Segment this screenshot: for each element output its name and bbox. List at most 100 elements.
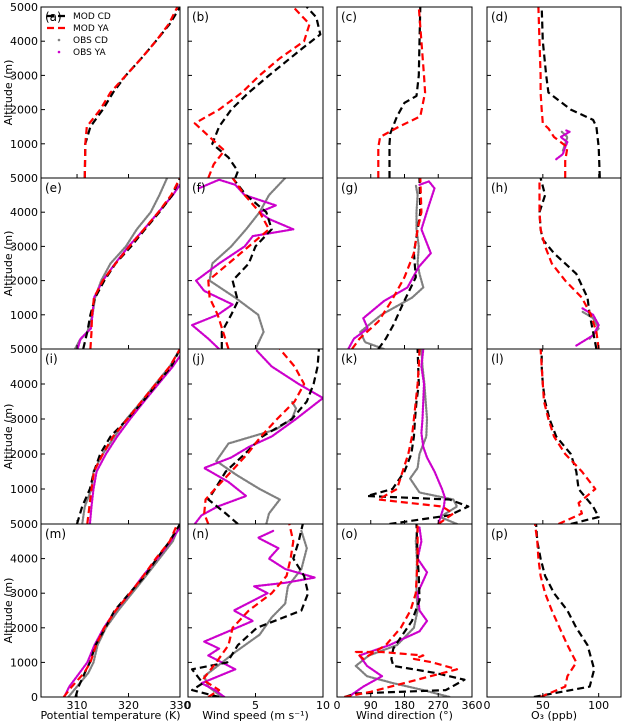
panel-frame bbox=[40, 523, 181, 698]
y-tick-label: 4000 bbox=[10, 206, 38, 219]
y-tick-label: 5000 bbox=[10, 343, 38, 356]
series-group bbox=[191, 178, 295, 349]
x-tick-label: 0 bbox=[334, 699, 341, 712]
series-mod-ya-line bbox=[351, 178, 423, 349]
x-tick-label: 5 bbox=[252, 699, 259, 712]
series-mod-ya-line bbox=[377, 7, 427, 178]
series-obs-ya-line bbox=[555, 129, 571, 161]
series-group bbox=[83, 7, 180, 178]
series-group bbox=[344, 524, 466, 697]
y-tick-label: 2000 bbox=[10, 448, 38, 461]
y-tick-label: 4000 bbox=[10, 378, 38, 391]
series-mod-ya-line bbox=[201, 524, 295, 697]
x-tick-label: 0 bbox=[185, 699, 192, 712]
series-mod-ya-line bbox=[62, 524, 179, 697]
series-group bbox=[73, 178, 180, 349]
x-tick-label: 330 bbox=[170, 699, 191, 712]
series-mod-cd-line bbox=[207, 349, 320, 524]
series-obs-cd-line bbox=[354, 526, 451, 697]
x-tick-label: 360 bbox=[462, 699, 483, 712]
y-tick-label: 5000 bbox=[10, 518, 38, 531]
series-obs-cd-line bbox=[208, 178, 287, 349]
series-mod-cd-line bbox=[538, 178, 598, 349]
series-obs-ya-line bbox=[347, 180, 436, 349]
series-mod-cd-line bbox=[377, 178, 422, 349]
panel-label: (o) bbox=[341, 527, 358, 541]
series-group bbox=[193, 349, 323, 524]
panel-frame bbox=[187, 6, 324, 179]
panel-frame bbox=[336, 177, 473, 350]
y-tick-label: 3000 bbox=[10, 413, 38, 426]
x-tick-label: 310 bbox=[67, 699, 88, 712]
series-mod-cd-line bbox=[220, 178, 273, 349]
series-mod-ya-line bbox=[377, 349, 455, 524]
y-tick-label: 3000 bbox=[10, 240, 38, 253]
series-mod-ya-line bbox=[538, 178, 600, 349]
series-mod-cd-line bbox=[540, 7, 601, 178]
panel-l bbox=[486, 348, 622, 525]
y-tick-label: 1000 bbox=[10, 309, 38, 322]
series-mod-cd-line bbox=[344, 524, 466, 697]
y-axis-label: Altitude (m) bbox=[2, 578, 15, 644]
series-obs-ya-line bbox=[63, 526, 180, 697]
series-obs-ya-line bbox=[420, 349, 447, 524]
y-tick-label: 4000 bbox=[10, 35, 38, 48]
series-mod-ya-line bbox=[533, 524, 578, 697]
series-group bbox=[538, 178, 600, 349]
y-tick-label: 1000 bbox=[10, 138, 38, 151]
series-mod-cd-line bbox=[540, 349, 600, 524]
y-axis-label: Altitude (m) bbox=[2, 404, 15, 470]
panel-g bbox=[336, 177, 473, 350]
x-tick-label: 90 bbox=[364, 699, 378, 712]
y-tick-label: 1000 bbox=[10, 656, 38, 669]
x-tick-label: 10 bbox=[316, 699, 330, 712]
series-obs-cd-line bbox=[359, 183, 425, 349]
series-group bbox=[533, 524, 596, 697]
series-mod-ya-line bbox=[539, 349, 597, 524]
series-obs-cd-line bbox=[215, 400, 298, 524]
panel-label: (p) bbox=[491, 527, 508, 541]
panel-e bbox=[40, 177, 181, 350]
y-tick-label: 3000 bbox=[10, 587, 38, 600]
panel-label: (k) bbox=[341, 352, 357, 366]
series-group bbox=[193, 7, 322, 178]
series-mod-ya-line bbox=[344, 524, 459, 697]
series-mod-ya-line bbox=[203, 349, 306, 524]
series-obs-ya-line bbox=[88, 354, 180, 524]
series-mod-cd-line bbox=[533, 524, 596, 697]
panel-j bbox=[187, 348, 324, 525]
series-mod-ya-line bbox=[83, 7, 179, 178]
series-obs-ya-line bbox=[200, 529, 316, 697]
x-tick-label: 180 bbox=[394, 699, 415, 712]
series-group bbox=[539, 349, 600, 524]
panel-o bbox=[336, 523, 473, 698]
legend-marker bbox=[57, 38, 61, 42]
series-obs-ya-line bbox=[76, 183, 180, 349]
x-tick-label: 320 bbox=[118, 699, 139, 712]
panel-label: (h) bbox=[491, 181, 508, 195]
panel-label: (b) bbox=[192, 10, 209, 24]
panel-h bbox=[486, 177, 622, 350]
y-axis-label: Altitude (m) bbox=[2, 231, 15, 297]
panel-label: (i) bbox=[45, 352, 58, 366]
panel-frame bbox=[336, 6, 473, 179]
panel-label: (f) bbox=[192, 181, 206, 195]
series-mod-ya-line bbox=[86, 349, 180, 524]
x-axis-label: Potential temperature (K) bbox=[40, 709, 180, 722]
legend-label: OBS CD bbox=[73, 36, 108, 46]
panel-a bbox=[40, 6, 181, 179]
y-tick-label: 2000 bbox=[10, 104, 38, 117]
panel-c bbox=[336, 6, 473, 179]
series-mod-ya-line bbox=[89, 178, 180, 349]
series-mod-cd-line bbox=[388, 7, 422, 178]
y-tick-label: 4000 bbox=[10, 553, 38, 566]
series-obs-ya-line bbox=[191, 178, 295, 349]
series-obs-ya-line bbox=[347, 526, 429, 697]
y-tick-label: 5000 bbox=[10, 1, 38, 14]
series-group bbox=[75, 349, 180, 524]
panel-b bbox=[187, 6, 324, 179]
x-axis-label: Wind direction (°) bbox=[356, 709, 453, 722]
series-group bbox=[377, 7, 427, 178]
panel-d bbox=[486, 6, 622, 179]
